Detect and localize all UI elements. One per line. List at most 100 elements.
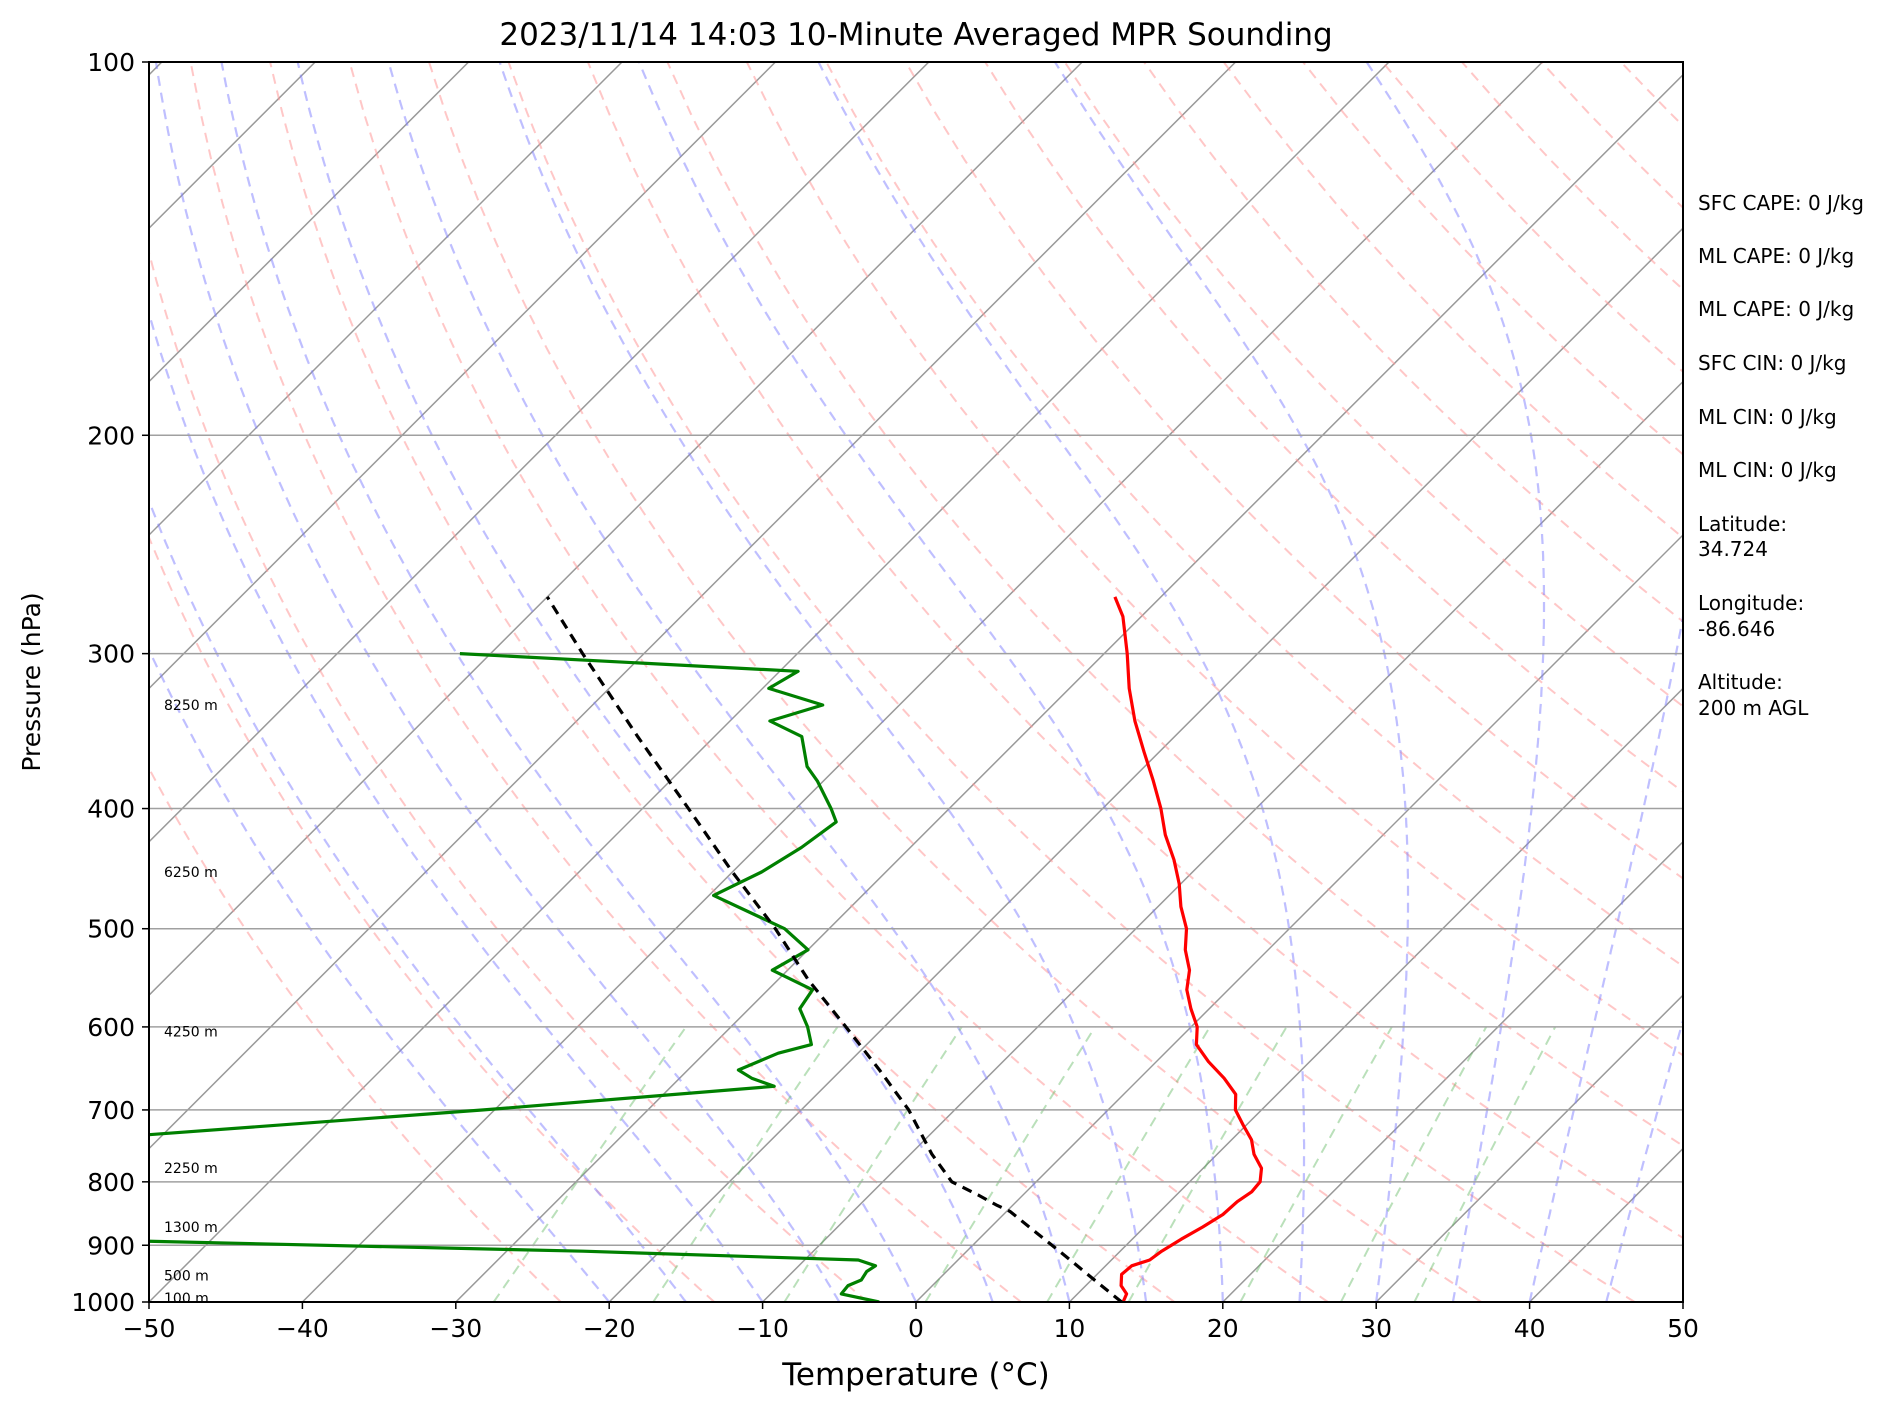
- moist-adiabat-line: [149, 309, 764, 1302]
- moist-adiabat-line: [638, 62, 1224, 1302]
- temperature-profile: [1113, 596, 1264, 1302]
- ml-cin-text-1: ML CIN: 0 J/kg: [1698, 405, 1837, 429]
- dry-adiabat-line: [149, 766, 562, 1302]
- isotherm-line: [1068, 687, 1683, 1302]
- y-tick-label: 600: [87, 1013, 135, 1042]
- dry-adiabat-line: [348, 62, 1329, 1302]
- x-tick-label: −40: [276, 1314, 329, 1343]
- isotherm-line: [149, 62, 1083, 997]
- isotherm-line: [455, 73, 1683, 1302]
- dry-adiabat-line: [586, 62, 1683, 1240]
- isotherm-line: [149, 62, 623, 537]
- dry-adiabat-line: [189, 62, 1022, 1302]
- ml-cin-text-2: ML CIN: 0 J/kg: [1698, 458, 1837, 482]
- y-tick-label: 500: [87, 915, 135, 944]
- mixing-ratio-line: [924, 1026, 1096, 1302]
- ml-cape-text-2: ML CAPE: 0 J/kg: [1698, 297, 1854, 321]
- altitude-level-label: 500 m: [164, 1269, 209, 1285]
- moist-adiabat-line: [149, 497, 687, 1302]
- moist-adiabat-line: [149, 647, 611, 1302]
- moist-adiabat-line: [387, 62, 1071, 1302]
- moist-adiabat-line: [1054, 62, 1410, 1302]
- mixing-ratio-line: [1127, 1026, 1288, 1302]
- dry-adiabat-line: [428, 62, 1482, 1302]
- moist-adiabat-line: [498, 62, 1148, 1302]
- dry-adiabat-line: [1143, 62, 1683, 623]
- y-tick-label: 100: [87, 48, 135, 77]
- isotherm-line: [149, 62, 1390, 1302]
- isotherm-line: [301, 62, 1543, 1302]
- y-tick-label: 200: [87, 421, 135, 450]
- x-tick-label: −20: [583, 1314, 636, 1343]
- latitude-value: 34.724: [1698, 537, 1768, 561]
- y-tick-label: 900: [87, 1231, 135, 1260]
- y-tick-label: 400: [87, 795, 135, 824]
- x-tick-label: 20: [1207, 1314, 1239, 1343]
- chart-title: 2023/11/14 14:03 10-Minute Averaged MPR …: [499, 17, 1332, 53]
- dry-adiabat-line: [507, 62, 1636, 1302]
- x-tick-label: 0: [908, 1314, 924, 1343]
- dry-adiabat-line: [149, 248, 869, 1302]
- altitude-level-label: 1300 m: [164, 1220, 218, 1236]
- x-tick-label: −30: [429, 1314, 482, 1343]
- altitude-label: Altitude:: [1698, 670, 1783, 694]
- moist-adiabat-line: [1528, 611, 1683, 1302]
- x-tick-label: 30: [1360, 1314, 1392, 1343]
- altitude-level-label: 2250 m: [164, 1161, 218, 1177]
- mixing-ratio-line: [1340, 1026, 1488, 1302]
- dry-adiabat-line: [825, 62, 1683, 968]
- x-tick-label: 40: [1514, 1314, 1546, 1343]
- sfc-cape-text: SFC CAPE: 0 J/kg: [1698, 191, 1864, 215]
- isotherm-line: [149, 62, 470, 383]
- x-tick-label: 10: [1053, 1314, 1085, 1343]
- x-axis-label: Temperature (°C): [781, 1357, 1050, 1393]
- moist-adiabat-line: [1605, 1016, 1683, 1302]
- dewpoint-profile: [149, 652, 880, 1302]
- isotherm-line: [149, 62, 1237, 1150]
- altitude-level-label: 6250 m: [164, 865, 218, 881]
- isotherm-line: [762, 380, 1683, 1302]
- x-tick-label: −10: [736, 1314, 789, 1343]
- x-tick-label: 50: [1667, 1314, 1699, 1343]
- mixing-ratio-line: [1413, 1026, 1557, 1302]
- altitude-level-label: 100 m: [164, 1291, 209, 1307]
- isotherm-line: [1222, 840, 1683, 1302]
- mixing-ratio-line: [492, 1026, 687, 1302]
- dry-adiabat-line: [745, 62, 1683, 1057]
- plot-frame: [148, 61, 1684, 1303]
- isotherm-line: [149, 62, 930, 843]
- isotherm-line: [1375, 994, 1683, 1302]
- isotherm-line: [915, 533, 1683, 1302]
- isotherm-line: [0, 62, 8, 1302]
- moist-adiabat-line: [1365, 62, 1546, 1302]
- y-tick-label: 1000: [71, 1288, 135, 1317]
- altitude-level-label: 8250 m: [164, 698, 218, 714]
- y-axis-ticks: 100 200 300 400 500 600 700 800 900 1000: [71, 48, 149, 1317]
- parcel-profile: [545, 596, 1123, 1302]
- longitude-value: -86.646: [1698, 617, 1775, 641]
- moist-adiabat-line: [817, 62, 1306, 1302]
- sounding-profiles: [149, 596, 1264, 1302]
- y-tick-label: 300: [87, 640, 135, 669]
- moist-adiabat-line: [220, 62, 918, 1302]
- dry-adiabat-line: [1859, 62, 1893, 1302]
- mixing-ratio-line: [1046, 1026, 1211, 1302]
- moist-adiabat-line: [154, 62, 841, 1302]
- isotherm-line: [149, 62, 776, 690]
- x-tick-label: −50: [123, 1314, 176, 1343]
- altitude-labels: 100 m 500 m 1300 m 2250 m 4250 m 6250 m 8250 m: [164, 698, 218, 1307]
- y-tick-label: 700: [87, 1096, 135, 1125]
- latitude-label: Latitude:: [1698, 512, 1787, 536]
- x-axis-ticks: −50 −40 −30 −20 −10 0 10 20 30 40 50: [123, 1302, 1699, 1343]
- isotherm-line: [608, 227, 1683, 1302]
- longitude-label: Longitude:: [1698, 591, 1804, 615]
- moist-adiabat-line: [296, 62, 994, 1302]
- y-axis-label: Pressure (hPa): [17, 592, 46, 771]
- ml-cape-text-1: ML CAPE: 0 J/kg: [1698, 244, 1854, 268]
- altitude-level-label: 4250 m: [164, 1024, 218, 1040]
- dry-adiabat-line: [269, 62, 1176, 1302]
- background-reference-lines: [0, 62, 1893, 1302]
- dry-adiabat-line: [149, 534, 715, 1302]
- altitude-value: 200 m AGL: [1698, 696, 1809, 720]
